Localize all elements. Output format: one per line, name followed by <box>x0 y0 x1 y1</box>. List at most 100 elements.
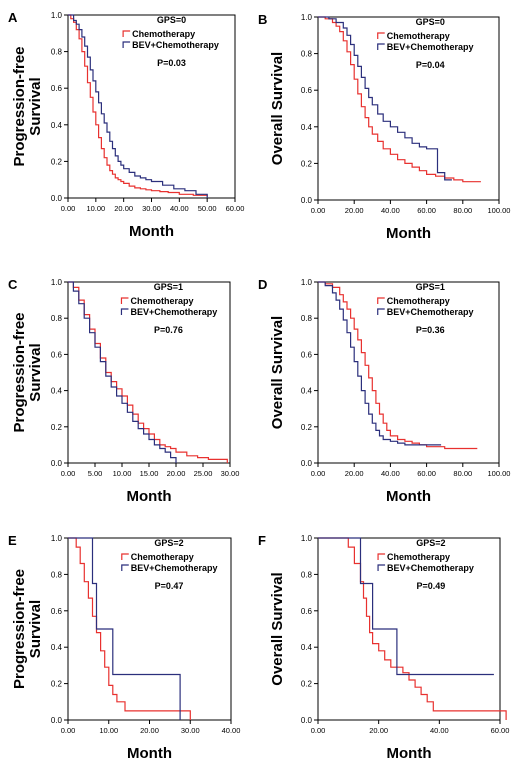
y-axis-label: Progression-freeSurvival <box>11 569 44 689</box>
x-tick-label: 60.00 <box>417 206 436 215</box>
legend-swatch-bev <box>122 41 131 48</box>
y-tick-label: 0.0 <box>301 716 313 725</box>
x-tick-label: 10.00 <box>113 469 132 478</box>
x-tick-label: 0.00 <box>311 726 326 735</box>
x-tick-label: 80.00 <box>453 469 472 478</box>
legend-label-chemo: Chemotherapy <box>387 31 450 41</box>
y-tick-label: 0.2 <box>301 680 313 689</box>
legend-swatch-bev <box>377 564 386 571</box>
panel-letter: F <box>258 533 266 548</box>
series-line-bev <box>68 281 177 463</box>
legend-swatch-chemo <box>377 32 385 39</box>
x-tick-label: 40.00 <box>381 469 400 478</box>
chart-title: GPS=1 <box>416 282 445 292</box>
y-axis-label: Progression-freeSurvival <box>11 312 44 432</box>
x-axis-label: Month <box>386 488 431 505</box>
series-line-bev <box>318 16 452 181</box>
x-tick-label: 30.00 <box>142 204 161 213</box>
y-tick-label: 0.0 <box>301 459 313 468</box>
series-line-chemo <box>318 281 478 450</box>
x-tick-label: 0.00 <box>61 469 76 478</box>
x-tick-label: 20.00 <box>167 469 186 478</box>
y-tick-label: 0.4 <box>51 121 63 130</box>
series-line-chemo <box>68 14 208 197</box>
series-line-bev <box>318 281 442 446</box>
legend-swatch-chemo <box>122 30 131 37</box>
x-tick-label: 40.00 <box>170 204 189 213</box>
x-tick-label: 20.00 <box>345 206 364 215</box>
panel-letter: A <box>8 10 18 25</box>
y-tick-label: 1.0 <box>51 11 63 20</box>
chart-title: GPS=0 <box>157 15 186 25</box>
panel-b: B 0.0 0.2 0.4 0.6 0.8 1.0 0.00 20.00 40.00 60.00 80… <box>258 12 510 242</box>
y-tick-label: 0.6 <box>301 86 313 95</box>
x-tick-label: 30.00 <box>181 726 200 735</box>
panel-a: A 0.0 0.2 0.4 0.6 0.8 1.0 0.00 10.00 20.00 30.00 40… <box>8 10 244 240</box>
y-tick-label: 0.6 <box>301 607 313 616</box>
x-tick-label: 25.00 <box>194 469 213 478</box>
y-tick-label: 0.8 <box>301 50 313 59</box>
x-tick-label: 15.00 <box>140 469 159 478</box>
y-tick-label: 1.0 <box>51 534 63 543</box>
x-tick-label: 20.00 <box>114 204 133 213</box>
x-tick-label: 60.00 <box>226 204 245 213</box>
legend-swatch-chemo <box>120 297 129 304</box>
legend-label-chemo: Chemotherapy <box>131 552 194 562</box>
x-axis-label: Month <box>129 223 174 240</box>
p-value: P=0.49 <box>416 581 445 591</box>
y-tick-label: 0.6 <box>51 607 63 616</box>
y-axis-label: Progression-freeSurvival <box>11 46 44 166</box>
legend-label-chemo: Chemotherapy <box>132 29 195 39</box>
p-value: P=0.47 <box>155 581 184 591</box>
y-axis-label: Overall Survival <box>269 572 286 685</box>
y-tick-label: 1.0 <box>301 13 313 22</box>
x-tick-label: 20.00 <box>345 469 364 478</box>
legend-label-bev: BEV+Chemotherapy <box>132 40 219 50</box>
panel-letter: D <box>258 277 267 292</box>
y-tick-label: 0.2 <box>301 159 313 168</box>
panel-letter: B <box>258 12 267 27</box>
legend-label-chemo: Chemotherapy <box>387 552 450 562</box>
y-tick-label: 1.0 <box>51 278 63 287</box>
x-tick-label: 20.00 <box>140 726 159 735</box>
chart-title: GPS=1 <box>154 282 183 292</box>
legend-swatch-chemo <box>377 553 386 560</box>
legend-swatch-bev <box>120 308 129 315</box>
y-tick-label: 0.4 <box>51 387 63 396</box>
series-line-chemo <box>68 281 228 463</box>
y-axis-label: Overall Survival <box>269 52 286 165</box>
panel-letter: C <box>8 277 18 292</box>
legend-label-bev: BEV+Chemotherapy <box>387 307 474 317</box>
chart-title: GPS=2 <box>416 538 445 548</box>
y-tick-label: 0.0 <box>51 716 63 725</box>
y-tick-label: 0.0 <box>301 196 313 205</box>
series-line-bev <box>68 537 181 720</box>
panel-d: D 0.0 0.2 0.4 0.6 0.8 1.0 0.00 20.00 40.00 60.00 80… <box>258 277 510 505</box>
x-tick-label: 10.00 <box>99 726 118 735</box>
legend-label-chemo: Chemotherapy <box>130 296 193 306</box>
x-tick-label: 0.00 <box>61 204 76 213</box>
y-tick-label: 0.4 <box>301 123 313 132</box>
legend-swatch-bev <box>377 308 385 315</box>
x-tick-label: 0.00 <box>61 726 76 735</box>
y-tick-label: 0.2 <box>301 423 313 432</box>
y-tick-label: 0.0 <box>51 194 63 203</box>
plot-frame <box>317 537 501 721</box>
legend-swatch-chemo <box>121 553 129 560</box>
x-tick-label: 40.00 <box>430 726 449 735</box>
legend-swatch-chemo <box>377 297 385 304</box>
legend-label-bev: BEV+Chemotherapy <box>387 42 474 52</box>
y-tick-label: 0.0 <box>51 459 63 468</box>
x-tick-label: 60.00 <box>417 469 436 478</box>
series-line-chemo <box>318 16 481 183</box>
x-tick-label: 50.00 <box>198 204 217 213</box>
x-axis-label: Month <box>387 745 432 762</box>
p-value: P=0.36 <box>416 325 445 335</box>
p-value: P=0.76 <box>154 325 183 335</box>
y-tick-label: 0.8 <box>51 314 63 323</box>
y-tick-label: 0.2 <box>51 157 63 166</box>
series-line-bev <box>68 14 208 198</box>
y-tick-label: 0.4 <box>301 387 313 396</box>
x-axis-label: Month <box>127 745 172 762</box>
